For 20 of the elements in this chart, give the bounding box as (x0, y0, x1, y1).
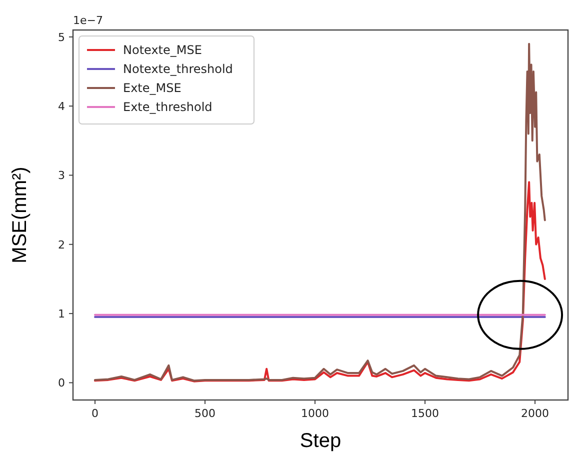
y-tick-label: 3 (58, 169, 65, 182)
legend-label: Notexte_threshold (123, 62, 233, 76)
line-series (94, 181, 546, 382)
text: 1e−7 (73, 14, 103, 27)
legend-label: Notexte_MSE (123, 43, 202, 57)
y-axis-title: MSE(mm²) (9, 166, 31, 264)
legend-label: Exte_threshold (123, 100, 212, 114)
y-tick-label: 2 (58, 238, 65, 252)
x-tick-label: 500 (194, 407, 216, 420)
x-tick-label: 0 (92, 407, 98, 420)
x-tick-label: 1500 (411, 407, 439, 420)
line-series (94, 42, 546, 382)
y-tick-label: 0 (58, 376, 65, 390)
y-tick-label: 5 (58, 30, 65, 44)
x-tick-label: 1000 (301, 407, 329, 420)
x-tick-label: 2000 (521, 407, 549, 420)
y-tick-label: 1 (58, 308, 65, 321)
x-axis-title: Step (300, 430, 342, 452)
legend-label: Exte_MSE (123, 81, 182, 95)
y-tick-label: 4 (58, 100, 65, 114)
